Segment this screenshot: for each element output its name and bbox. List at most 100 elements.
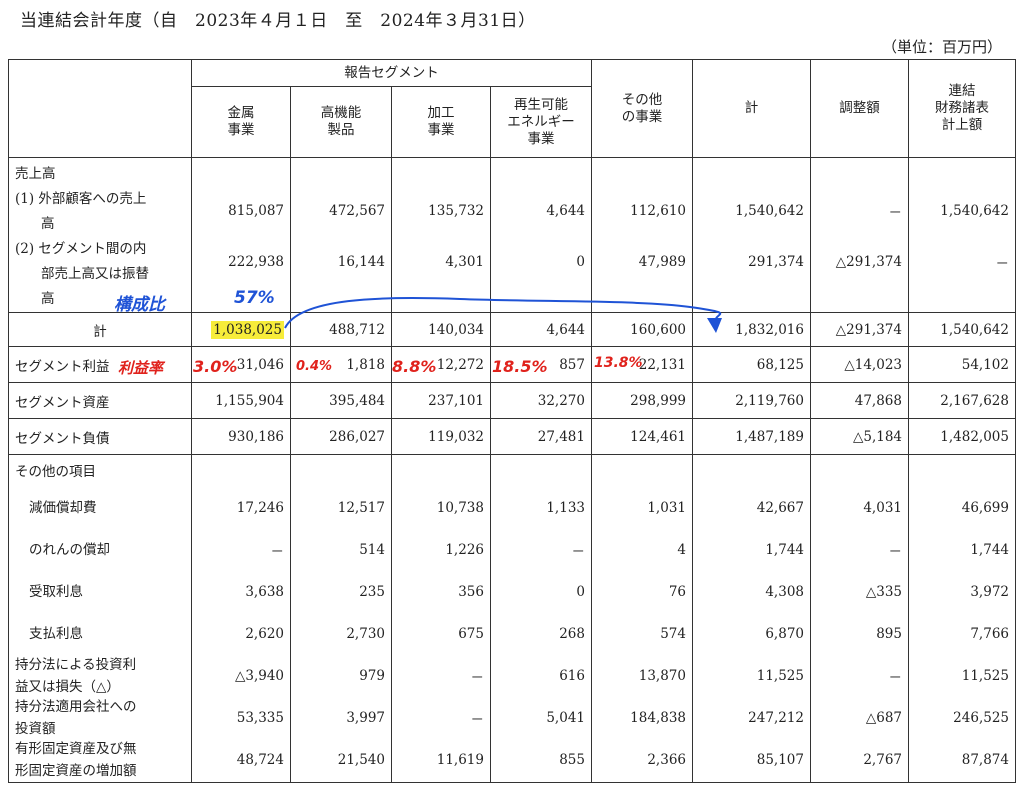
spacer xyxy=(297,455,385,487)
other-item-value: 85,107 xyxy=(756,752,804,768)
header-line: の事業 xyxy=(621,108,663,125)
sales-cell: 815,087 222,938 xyxy=(191,157,291,313)
other-items-cell: 42,667 1,744 4,308 6,870 11,525 247,212 85,107 xyxy=(692,454,811,783)
other-item-value: △3,940 xyxy=(234,668,284,684)
total-value: 1,540,642 xyxy=(908,312,1016,347)
spacer xyxy=(915,455,1009,487)
assets-row: セグメント資産 1,155,904 395,484 237,101 32,270… xyxy=(8,382,1016,419)
other-item-label-line: 持分法による投資利 xyxy=(15,657,137,673)
other-item-value: 53,335 xyxy=(236,710,284,726)
other-item-value: 48,724 xyxy=(236,752,284,768)
total-value: △291,374 xyxy=(810,312,909,347)
sales-external-value: － xyxy=(888,205,903,221)
total-metal: 1,038,025 xyxy=(191,312,291,347)
other-item-label-line: 受取利息 xyxy=(29,584,83,600)
sales-cell: 1,540,642 － xyxy=(908,157,1016,313)
header-line: 計 xyxy=(744,100,759,116)
other-item-label: 受取利息 xyxy=(15,571,185,613)
header-line: 事業 xyxy=(427,122,455,138)
other-item-value: 7,766 xyxy=(970,626,1009,642)
other-item-label-line: 持分法適用会社への xyxy=(15,699,137,715)
other-item-value: 0 xyxy=(576,584,585,600)
sales-internal-value: － xyxy=(995,256,1010,272)
other-item-value: 1,133 xyxy=(546,500,585,516)
other-item-value: 246,525 xyxy=(953,710,1009,726)
sales-cell: 112,610 47,989 xyxy=(591,157,693,313)
other-items-cell: 1,133 － 0 268 616 5,041 855 xyxy=(490,454,592,783)
other-item-value: 5,041 xyxy=(546,710,585,726)
total-value: 4,644 xyxy=(490,312,592,347)
sales-external-value: 815,087 xyxy=(228,203,284,219)
assets-value: 32,270 xyxy=(490,382,592,419)
col-header-consolidated: 連結 財務諸表 計上額 xyxy=(908,59,1016,158)
other-item-value: 1,031 xyxy=(647,500,686,516)
total-value: 488,712 xyxy=(290,312,392,347)
other-item-label-line: 投資額 xyxy=(15,721,56,737)
other-item-value: 247,212 xyxy=(748,710,804,726)
header-line: 加工 xyxy=(427,105,455,121)
assets-value: 2,167,628 xyxy=(908,382,1016,419)
other-item-label-line: 支払利息 xyxy=(29,626,83,642)
other-item-label: のれんの償却 xyxy=(15,529,185,571)
other-items-cell: 46,699 1,744 3,972 7,766 11,525 246,525 87,874 xyxy=(908,454,1016,783)
header-line: 計上額 xyxy=(941,117,983,133)
other-item-value: 10,738 xyxy=(436,500,484,516)
other-item-value: 21,540 xyxy=(337,752,385,768)
other-items-cell: 10,738 1,226 356 675 － － 11,619 xyxy=(391,454,491,783)
other-items-heading: その他の項目 xyxy=(15,464,96,480)
other-item-value: 46,699 xyxy=(961,500,1009,516)
other-item-label-line: 減価償却費 xyxy=(29,500,97,516)
spacer xyxy=(598,455,686,487)
other-item-label: 持分法による投資利 益又は損失（△） xyxy=(15,655,185,697)
header-line: 金属 xyxy=(227,105,255,121)
col-header-other: その他 の事業 xyxy=(591,59,693,158)
other-item-value: － xyxy=(888,670,903,686)
col-header-fabrication: 加工 事業 xyxy=(391,86,491,158)
spacer xyxy=(699,455,804,487)
assets-value: 237,101 xyxy=(391,382,491,419)
other-item-label: 持分法適用会社への 投資額 xyxy=(15,697,185,739)
profit-value: 54,102 xyxy=(908,346,1016,383)
spacer xyxy=(817,455,902,487)
other-item-value: 11,525 xyxy=(756,668,804,684)
other-item-value: 514 xyxy=(359,542,385,558)
profit-value: 22,131 xyxy=(591,346,693,383)
other-item-value: 3,997 xyxy=(346,710,385,726)
header-line: 調整額 xyxy=(839,100,880,116)
header-line: 事業 xyxy=(527,130,555,147)
header-line: 連結 xyxy=(948,83,976,99)
sales-internal-label-3: 高 xyxy=(41,291,55,307)
col-header-renewable: 再生可能 エネルギー 事業 xyxy=(490,86,592,158)
sales-internal-value: △291,374 xyxy=(835,254,902,270)
sales-cell: 1,540,642 291,374 xyxy=(692,157,811,313)
other-items-label-cell: その他の項目 減価償却費のれんの償却 受取利息支払利息持分法による投資利 益又は損失… xyxy=(8,454,192,783)
total-row: 計 1,038,025 488,712 140,034 4,644 160,60… xyxy=(8,312,1016,347)
other-item-value: 4,031 xyxy=(863,500,902,516)
sales-internal-value: 4,301 xyxy=(445,254,484,270)
total-value: 140,034 xyxy=(391,312,491,347)
sales-external-value: 135,732 xyxy=(428,203,484,219)
other-item-label-line: 有形固定資産及び無 xyxy=(15,741,137,757)
sales-internal-value: 222,938 xyxy=(228,254,284,270)
other-item-value: 4,308 xyxy=(765,584,804,600)
other-item-value: 855 xyxy=(559,752,585,768)
reported-segments-header: 報告セグメント xyxy=(191,59,592,87)
sales-internal-value: 0 xyxy=(576,254,585,270)
header-line: その他 xyxy=(621,91,663,108)
other-item-label-line: のれんの償却 xyxy=(29,542,110,558)
assets-value: 1,155,904 xyxy=(191,382,291,419)
other-item-value: 235 xyxy=(359,584,385,600)
header-line: 高機能 xyxy=(320,105,362,121)
other-item-value: 11,525 xyxy=(961,668,1009,684)
profit-value: 68,125 xyxy=(692,346,811,383)
other-item-value: 11,619 xyxy=(436,752,484,768)
liabilities-value: 124,461 xyxy=(591,418,693,455)
header-line: エネルギー xyxy=(507,113,575,130)
unit-label: （単位：百万円） xyxy=(881,38,1002,56)
other-item-value: 13,870 xyxy=(638,668,686,684)
spacer xyxy=(497,455,585,487)
sales-external-value: 1,540,642 xyxy=(940,203,1009,219)
other-item-value: 2,620 xyxy=(245,626,284,642)
sales-label-cell: 売上高 (1) 外部顧客への売上 高 (2) セグメント間の内 部売上高又は振替… xyxy=(8,157,192,313)
other-items-cell: 1,031 4 76 574 13,870 184,838 2,366 xyxy=(591,454,693,783)
